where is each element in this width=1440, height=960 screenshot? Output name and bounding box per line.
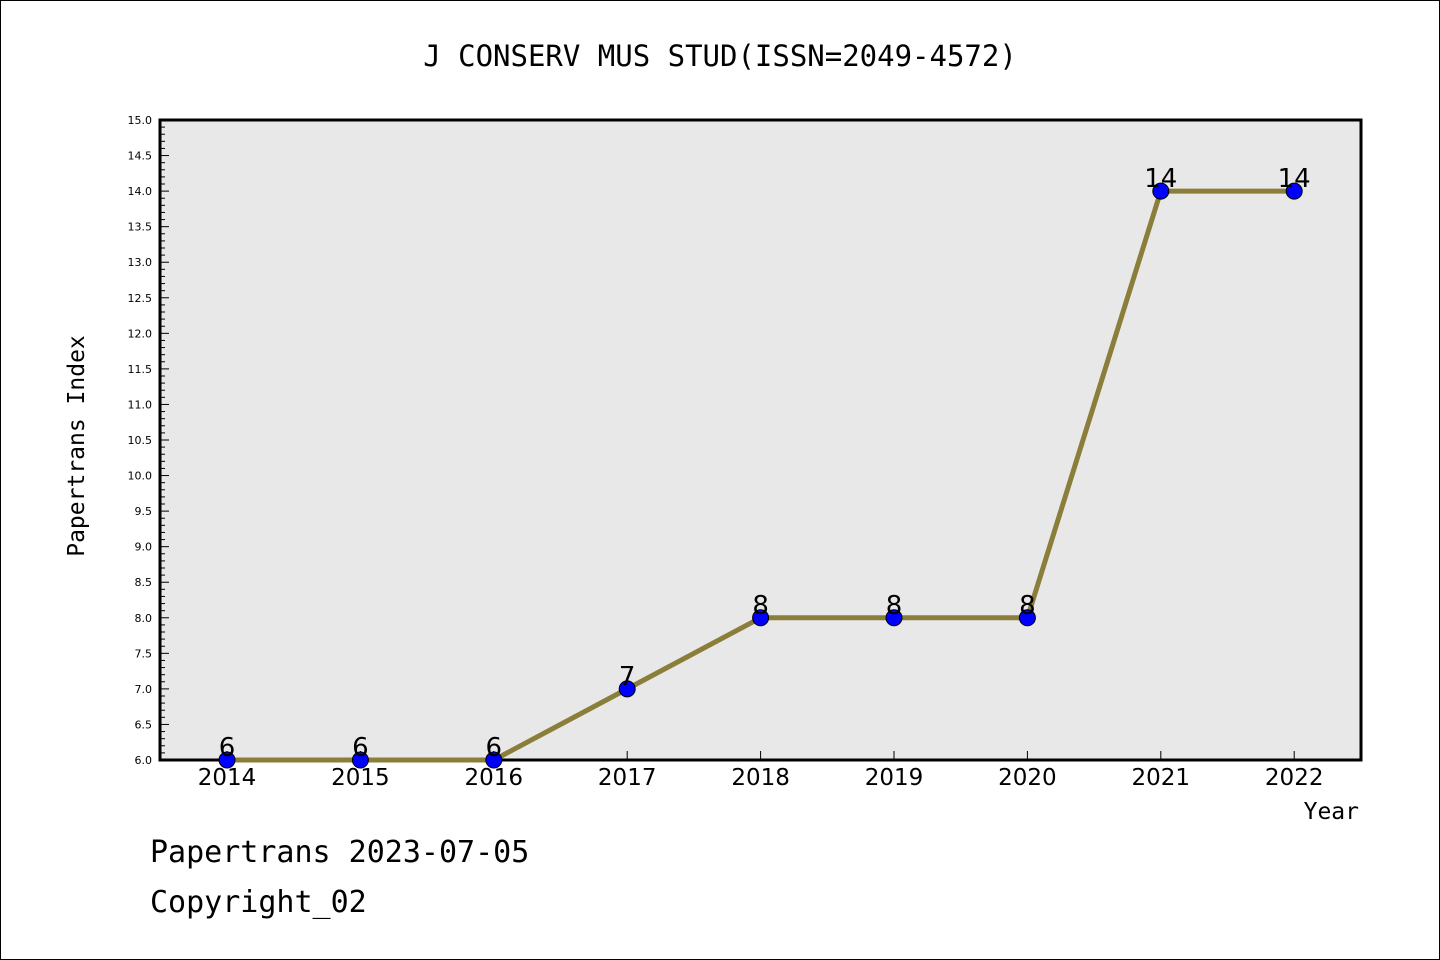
- data-label: 6: [486, 733, 503, 763]
- x-tick-label: 2016: [465, 765, 524, 791]
- data-label: 7: [619, 662, 636, 692]
- x-tick-label: 2021: [1132, 765, 1191, 791]
- data-point-marker: [752, 609, 770, 627]
- chart-title: J CONSERV MUS STUD(ISSN=2049-4572): [423, 39, 1017, 73]
- data-label: 8: [1019, 591, 1036, 621]
- y-tick-label: 9.5: [135, 505, 153, 518]
- y-tick-label: 14.5: [128, 150, 153, 163]
- data-label: 8: [752, 591, 769, 621]
- y-tick-label: 9.0: [135, 541, 153, 554]
- data-point-marker: [1018, 609, 1036, 627]
- y-tick-label: 11.5: [128, 363, 153, 376]
- data-point-marker: [485, 751, 503, 769]
- y-tick-label: 6.5: [135, 718, 153, 731]
- y-tick-label: 10.5: [128, 434, 153, 447]
- footer-copyright: Copyright_02: [150, 885, 367, 920]
- data-label: 6: [219, 733, 236, 763]
- y-tick-label: 13.5: [128, 221, 153, 234]
- data-label: 6: [352, 733, 369, 763]
- x-tick-label: 2017: [598, 765, 657, 791]
- y-tick-label: 7.5: [135, 647, 153, 660]
- x-axis-label: Year: [1304, 799, 1359, 825]
- y-tick-label: 8.0: [135, 612, 153, 625]
- y-tick-label: 13.0: [128, 256, 153, 269]
- data-points: [218, 182, 1303, 769]
- x-tick-label: 2019: [865, 765, 924, 791]
- data-point-marker: [1152, 182, 1170, 200]
- data-label: 8: [886, 591, 903, 621]
- data-labels: 6 6 6 7 8 8 8 14 14: [219, 164, 1311, 763]
- x-tick-label: 2018: [731, 765, 790, 791]
- data-label: 14: [1144, 164, 1177, 194]
- y-axis-label: Papertrans Index: [64, 335, 90, 557]
- y-tick-label: 6.0: [135, 754, 153, 767]
- y-tick-label: 15.0: [128, 114, 153, 127]
- data-point-marker: [618, 680, 636, 698]
- y-tick-label: 12.0: [128, 327, 153, 340]
- y-tick-label: 14.0: [128, 185, 153, 198]
- y-tick-label: 12.5: [128, 292, 153, 305]
- y-tick-label: 10.0: [128, 470, 153, 483]
- data-point-marker: [1285, 182, 1303, 200]
- y-tick-label: 8.5: [135, 576, 153, 589]
- data-point-marker: [351, 751, 369, 769]
- data-point-marker: [218, 751, 236, 769]
- x-tick-label: 2022: [1265, 765, 1324, 791]
- y-tick-label: 7.0: [135, 683, 153, 696]
- x-axis: 2014 2015 2016 2017 2018 2019 2020 2021 2022: [198, 751, 1324, 791]
- x-tick-label: 2015: [331, 765, 390, 791]
- data-point-marker: [885, 609, 903, 627]
- y-axis: 6.0 6.5 7.0 7.5 8.0 8.5 9.0 9.5 10.0 10.5 11.0 11.5…: [128, 114, 169, 767]
- y-tick-label: 11.0: [128, 398, 153, 411]
- data-label: 14: [1278, 164, 1311, 194]
- x-tick-label: 2020: [998, 765, 1057, 791]
- footer-date: Papertrans 2023-07-05: [150, 835, 530, 870]
- plot-area: [158, 118, 1363, 762]
- x-tick-label: 2014: [198, 765, 257, 791]
